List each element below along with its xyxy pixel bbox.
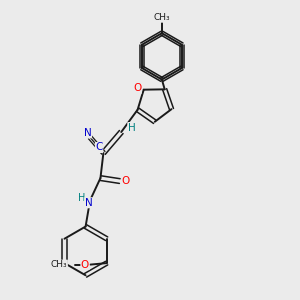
Text: N: N — [85, 198, 92, 208]
Text: H: H — [78, 193, 85, 203]
Text: C: C — [95, 142, 103, 152]
Text: O: O — [81, 260, 89, 270]
Text: CH₃: CH₃ — [154, 13, 170, 22]
Text: N: N — [84, 128, 92, 138]
Text: O: O — [133, 83, 141, 93]
Text: H: H — [128, 123, 136, 133]
Text: O: O — [122, 176, 130, 186]
Text: CH₃: CH₃ — [51, 260, 68, 269]
